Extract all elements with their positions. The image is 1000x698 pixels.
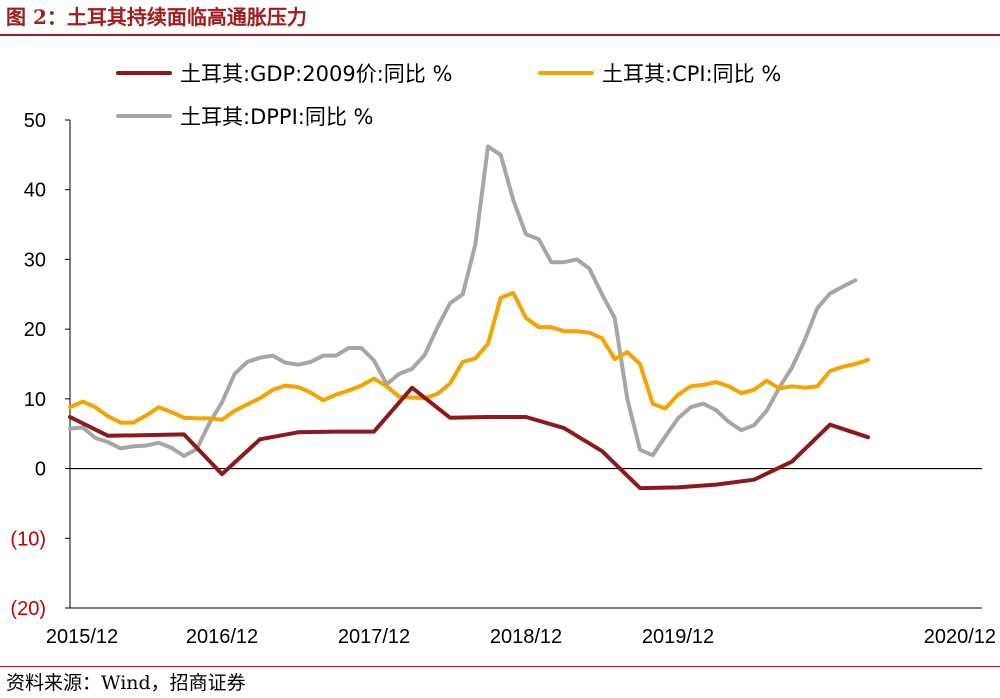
y-tick-label: 10 (24, 389, 46, 411)
source-divider (0, 666, 1000, 667)
y-tick-label: (20) (10, 598, 46, 620)
legend-label-cpi: 土耳其:CPI:同比 % (602, 62, 781, 86)
y-tick-label: 0 (35, 459, 46, 481)
series-line-cpi (68, 290, 870, 425)
x-tick-label: 2017/12 (338, 626, 410, 648)
y-tick-label: (10) (10, 528, 46, 550)
y-tick-label: 30 (24, 249, 46, 271)
x-tick-label: 2019/12 (642, 626, 714, 648)
y-tick-label: 20 (24, 319, 46, 341)
source-note: 资料来源：Wind，招商证券 (6, 672, 246, 694)
title-divider (0, 34, 1000, 36)
x-tick-label: 2015/12 (46, 626, 118, 648)
x-tick-label: 2016/12 (186, 626, 258, 648)
x-tick-label: 2020/12 (924, 626, 996, 648)
legend-label-dppi: 土耳其:DPPI:同比 % (180, 105, 373, 129)
series-line-dppi (68, 144, 858, 458)
y-tick-label: 40 (24, 180, 46, 202)
y-tick-label: 50 (24, 110, 46, 132)
x-tick-label: 2018/12 (490, 626, 562, 648)
figure-title: 图 2：土耳其持续面临高通胀压力 (6, 5, 307, 29)
legend-label-gdp: 土耳其:GDP:2009价:同比 % (180, 62, 452, 86)
series-line-gdp (68, 385, 870, 491)
